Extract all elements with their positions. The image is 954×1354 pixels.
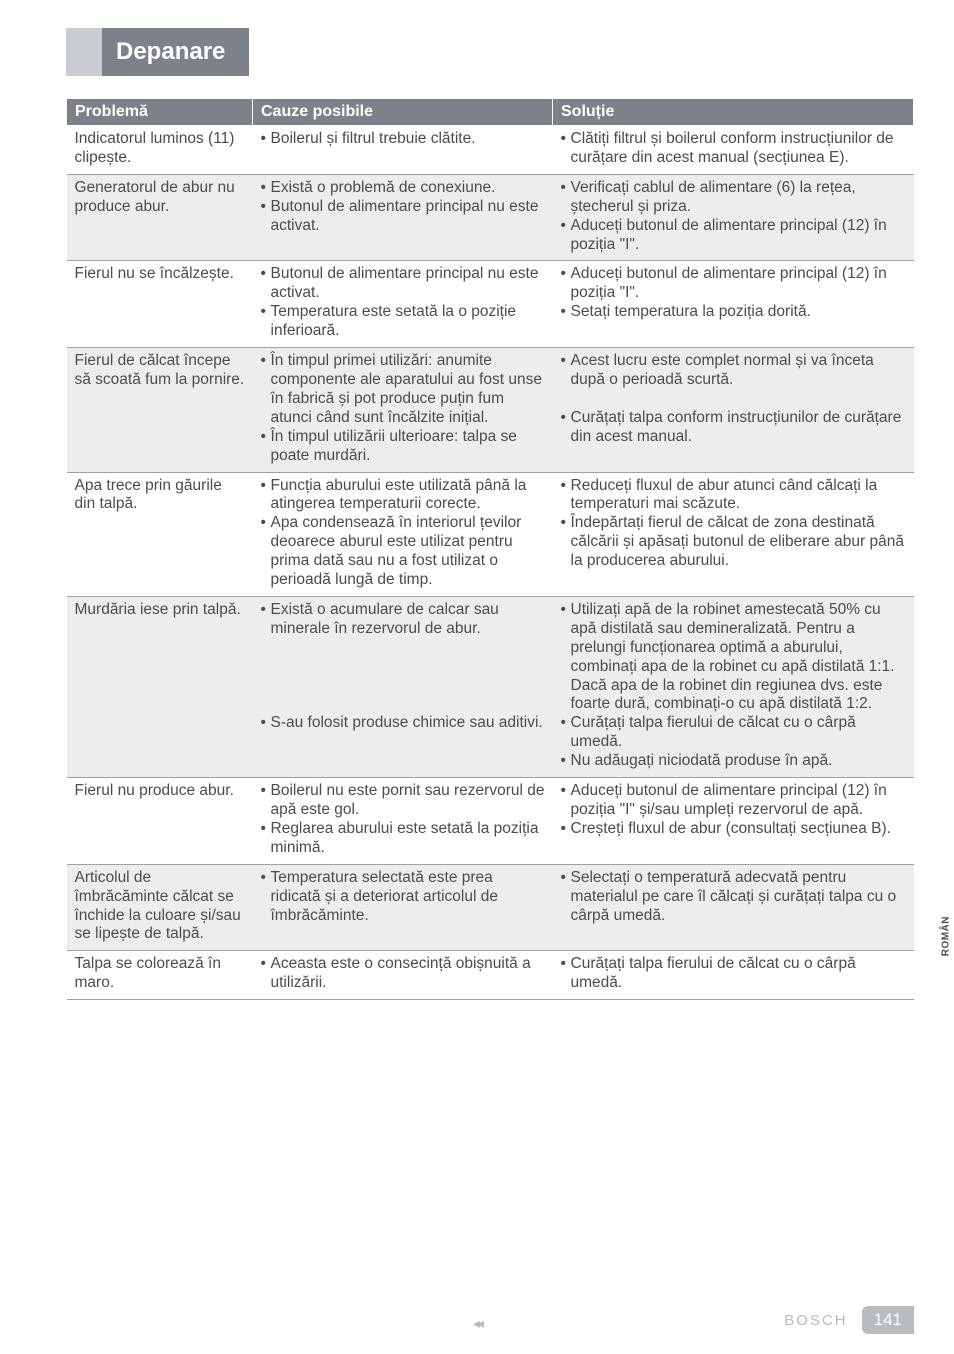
- cell-solution: Verificați cablul de alimentare (6) la r…: [553, 174, 914, 261]
- cell-problem: Fierul nu produce abur.: [67, 778, 253, 865]
- cell-problem: Fierul de călcat începe să scoată fum la…: [67, 348, 253, 472]
- cell-cause: Există o problemă de conexiune.Butonul d…: [253, 174, 553, 261]
- brand-logo: BOSCH: [784, 1312, 847, 1329]
- cell-solution: Reduceți fluxul de abur atunci când călc…: [553, 472, 914, 596]
- title-accent: [66, 28, 102, 76]
- table-row: Fierul nu produce abur.Boilerul nu este …: [67, 778, 914, 865]
- cell-problem: Articolul de îmbrăcăminte călcat se înch…: [67, 864, 253, 951]
- cell-solution: Utilizați apă de la robinet amestecată 5…: [553, 596, 914, 777]
- cell-cause: Funcția aburului este utilizată până la …: [253, 472, 553, 596]
- section-title-bar: Depanare: [66, 28, 914, 76]
- page-footer: BOSCH 141: [784, 1306, 914, 1334]
- cause-item: Butonul de alimentare principal nu este …: [261, 265, 545, 303]
- cell-problem: Apa trece prin găurile din talpă.: [67, 472, 253, 596]
- solution-item: Curățați talpa conform instrucțiunilor d…: [561, 409, 906, 447]
- solution-item: Setați temperatura la poziția dorită.: [561, 303, 906, 322]
- solution-item: Selectați o temperatură adecvată pentru …: [561, 869, 906, 926]
- cell-solution: Aduceți butonul de alimentare principal …: [553, 778, 914, 865]
- table-row: Fierul nu se încălzește.Butonul de alime…: [67, 261, 914, 348]
- cause-item: S-au folosit produse chimice sau aditivi…: [261, 714, 545, 733]
- cell-cause: Temperatura selectată este prea ridicată…: [253, 864, 553, 951]
- cell-problem: Murdăria iese prin talpă.: [67, 596, 253, 777]
- cell-problem: Generatorul de abur nu produce abur.: [67, 174, 253, 261]
- header-problem: Problemă: [67, 99, 253, 126]
- solution-item: Clătiți filtrul și boilerul conform inst…: [561, 130, 906, 168]
- cell-solution: Aduceți butonul de alimentare principal …: [553, 261, 914, 348]
- cell-cause: În timpul primei utilizări: anumite comp…: [253, 348, 553, 472]
- language-side-label: ROMÂN: [940, 916, 951, 956]
- cause-item: Boilerul și filtrul trebuie clătite.: [261, 130, 545, 149]
- table-row: Apa trece prin găurile din talpă.Funcția…: [67, 472, 914, 596]
- cell-cause: Butonul de alimentare principal nu este …: [253, 261, 553, 348]
- cell-solution: Selectați o temperatură adecvată pentru …: [553, 864, 914, 951]
- cause-item: Există o problemă de conexiune.: [261, 179, 545, 198]
- table-row: Fierul de călcat începe să scoată fum la…: [67, 348, 914, 472]
- cause-item: În timpul primei utilizări: anumite comp…: [261, 352, 545, 428]
- header-cause: Cauze posibile: [253, 99, 553, 126]
- solution-item: Aduceți butonul de alimentare principal …: [561, 265, 906, 303]
- cause-item: Reglarea aburului este setată la poziția…: [261, 820, 545, 858]
- cell-cause: Există o acumulare de calcar sau mineral…: [253, 596, 553, 777]
- table-row: Indicatorul luminos (11) clipește. Boiler…: [67, 126, 914, 175]
- cause-item: Există o acumulare de calcar sau mineral…: [261, 601, 545, 714]
- solution-item: Aduceți butonul de alimentare principal …: [561, 217, 906, 255]
- solution-item: Nu adăugați niciodată produse în apă.: [561, 752, 906, 771]
- nav-arrows-icon: ◂◂: [473, 1315, 481, 1332]
- cause-item: În timpul utilizării ulterioare: talpa s…: [261, 428, 545, 466]
- cell-problem: Indicatorul luminos (11) clipește.: [67, 126, 253, 175]
- cause-item: Temperatura selectată este prea ridicată…: [261, 869, 545, 926]
- solution-item: Aduceți butonul de alimentare principal …: [561, 782, 906, 820]
- cell-cause: Aceasta este o consecință obișnuită a ut…: [253, 951, 553, 1000]
- cell-cause: Boilerul și filtrul trebuie clătite.: [253, 126, 553, 175]
- table-row: Talpa se colorează în maro.Aceasta este …: [67, 951, 914, 1000]
- solution-item: Utilizați apă de la robinet amestecată 5…: [561, 601, 906, 714]
- cell-problem: Talpa se colorează în maro.: [67, 951, 253, 1000]
- cause-item: Boilerul nu este pornit sau rezervorul d…: [261, 782, 545, 820]
- header-solution: Soluție: [553, 99, 914, 126]
- solution-item: Curățați talpa fierului de călcat cu o c…: [561, 955, 906, 993]
- troubleshoot-table: Problemă Cauze posibile Soluție Indicato…: [66, 98, 914, 1000]
- cell-solution: Acest lucru este complet normal și va în…: [553, 348, 914, 472]
- table-row: Murdăria iese prin talpă.Există o acumul…: [67, 596, 914, 777]
- cell-problem: Fierul nu se încălzește.: [67, 261, 253, 348]
- cause-item: Apa condensează în interiorul țevilor de…: [261, 514, 545, 590]
- page-number-badge: 141: [862, 1306, 914, 1334]
- cause-item: Butonul de alimentare principal nu este …: [261, 198, 545, 236]
- solution-item: Verificați cablul de alimentare (6) la r…: [561, 179, 906, 217]
- solution-item: Acest lucru este complet normal și va în…: [561, 352, 906, 409]
- cell-cause: Boilerul nu este pornit sau rezervorul d…: [253, 778, 553, 865]
- cause-item: Funcția aburului este utilizată până la …: [261, 477, 545, 515]
- cell-solution: Curățați talpa fierului de călcat cu o c…: [553, 951, 914, 1000]
- cell-solution: Clătiți filtrul și boilerul conform inst…: [553, 126, 914, 175]
- solution-item: Îndepărtați fierul de călcat de zona des…: [561, 514, 906, 571]
- table-row: Articolul de îmbrăcăminte călcat se înch…: [67, 864, 914, 951]
- cause-item: Temperatura este setată la o poziție inf…: [261, 303, 545, 341]
- section-title: Depanare: [102, 28, 249, 76]
- solution-item: Reduceți fluxul de abur atunci când călc…: [561, 477, 906, 515]
- table-row: Generatorul de abur nu produce abur.Exis…: [67, 174, 914, 261]
- cause-item: Aceasta este o consecință obișnuită a ut…: [261, 955, 545, 993]
- solution-item: Creșteți fluxul de abur (consultați secț…: [561, 820, 906, 839]
- solution-item: Curățați talpa fierului de călcat cu o c…: [561, 714, 906, 752]
